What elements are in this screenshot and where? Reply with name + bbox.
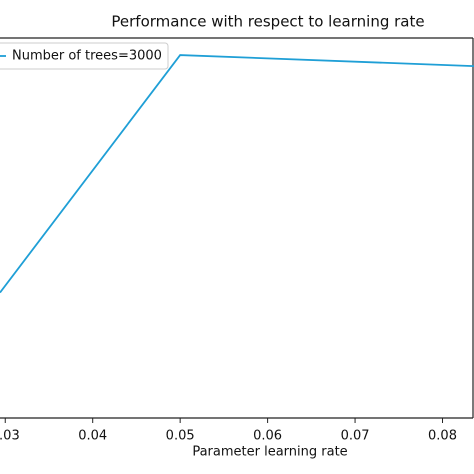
legend-label: Number of trees=3000 [12,49,162,64]
chart-title: Performance with respect to learning rat… [111,13,424,31]
x-tick-label: 0.05 [166,429,195,444]
x-tick-label: 0.08 [428,429,457,444]
x-tick-label: 0.03 [0,429,20,444]
data-line [0,54,474,294]
x-axis-label: Parameter learning rate [192,445,347,460]
x-tick-label: 0.07 [341,429,370,444]
x-tick-label: 0.04 [78,429,107,444]
legend-box [0,42,169,70]
x-tick-label: 0.06 [253,429,282,444]
